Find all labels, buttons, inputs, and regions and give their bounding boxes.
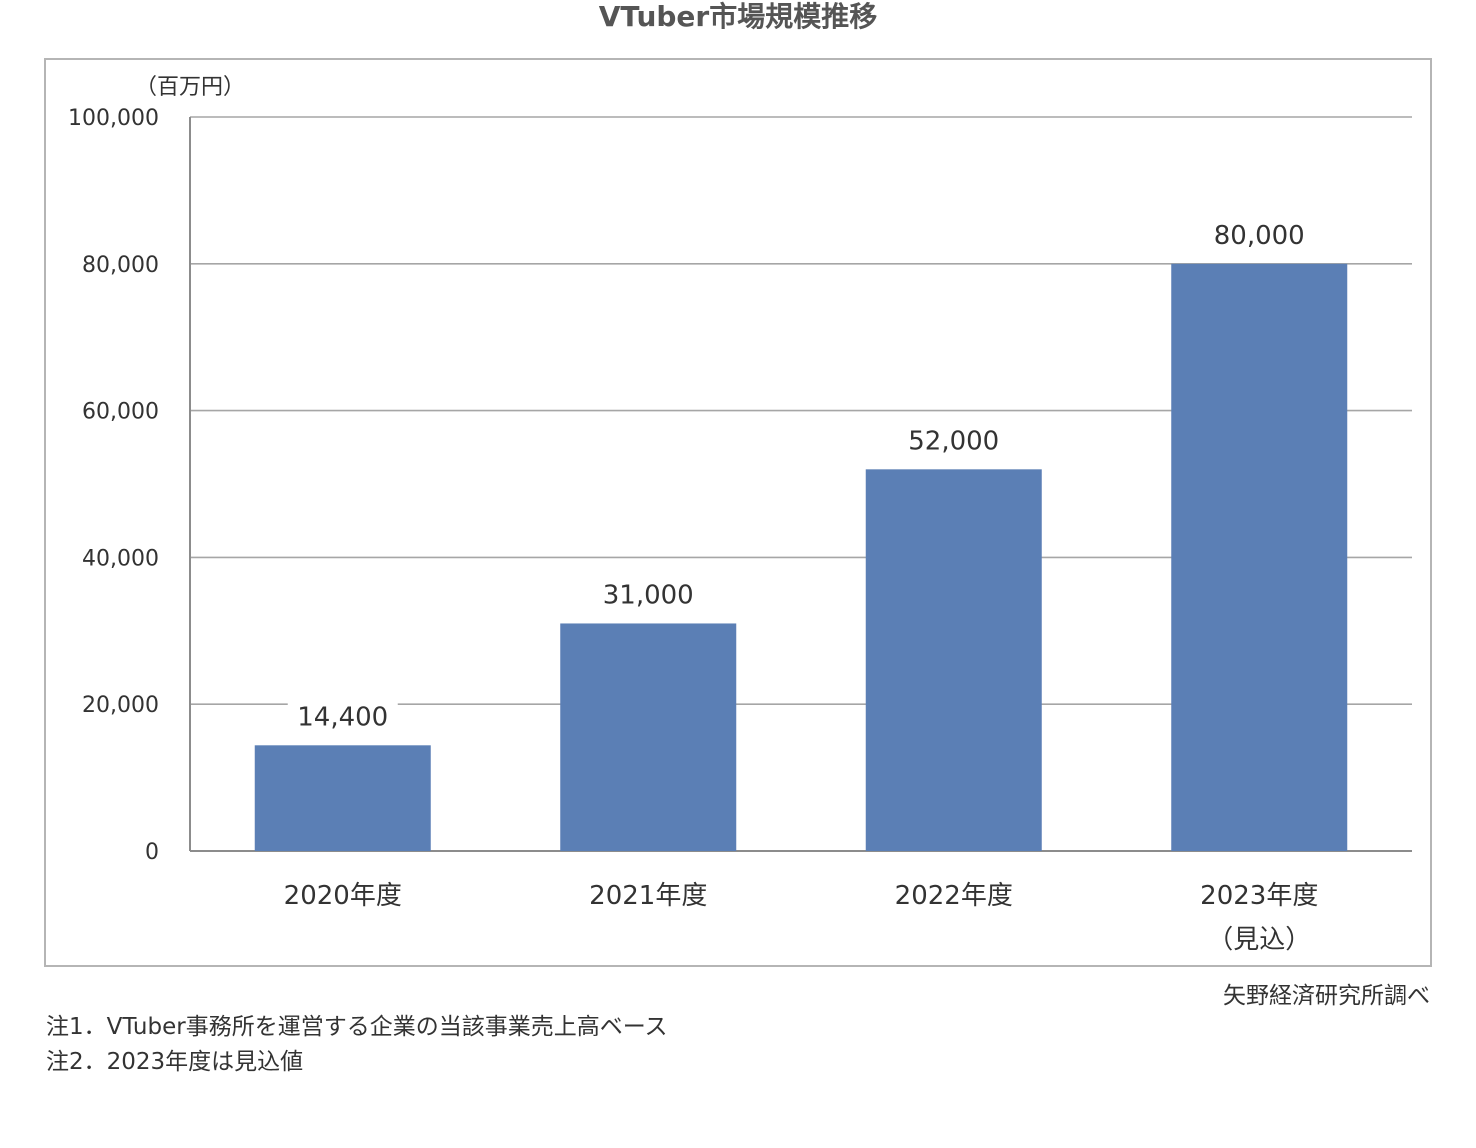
y-tick-label: 80,000 <box>82 253 159 278</box>
x-tick-label: 2023年度 <box>1200 881 1318 911</box>
value-label-background <box>287 697 398 734</box>
value-label: 80,000 <box>1214 221 1305 251</box>
bar <box>865 469 1042 851</box>
y-tick-label: 100,000 <box>68 106 159 131</box>
y-unit-label: （百万円） <box>135 75 245 100</box>
bar <box>254 745 431 851</box>
x-tick-sublabel: （見込） <box>1207 925 1311 955</box>
chart-frame <box>44 58 1432 967</box>
source-credit: 矢野経済研究所調べ <box>1223 983 1430 1009</box>
note-2: 注2．2023年度は見込値 <box>46 1049 304 1075</box>
value-label: 31,000 <box>603 580 694 610</box>
bar <box>560 623 737 851</box>
x-tick-label: 2022年度 <box>895 881 1013 911</box>
value-label: 52,000 <box>908 426 999 456</box>
y-tick-label: 20,000 <box>82 693 159 718</box>
value-label-background <box>898 421 1009 458</box>
chart-title: VTuber市場規模推移 <box>598 0 878 33</box>
x-tick-label: 2020年度 <box>284 881 402 911</box>
x-tick-label: 2021年度 <box>589 881 707 911</box>
note-1: 注1．VTuber事務所を運営する企業の当該事業売上高ベース <box>46 1014 668 1040</box>
bar <box>1171 263 1348 851</box>
value-label-background <box>1204 215 1315 252</box>
y-tick-label: 60,000 <box>82 400 159 425</box>
notes: 注1．VTuber事務所を運営する企業の当該事業売上高ベース 注2．2023年度… <box>46 1010 668 1080</box>
y-tick-label: 0 <box>145 840 159 865</box>
value-label-background <box>593 575 704 612</box>
y-tick-label: 40,000 <box>82 546 159 571</box>
value-label: 14,400 <box>297 702 388 732</box>
